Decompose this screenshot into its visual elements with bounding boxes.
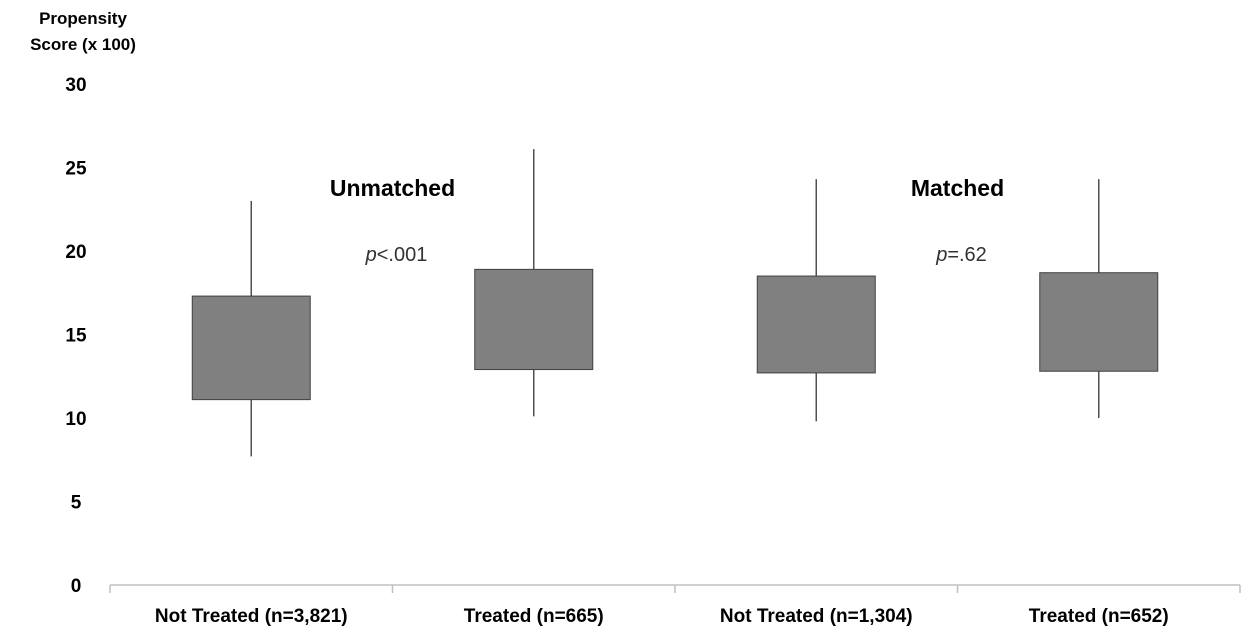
group-title-label: Unmatched bbox=[330, 175, 455, 201]
y-tick-label: 30 bbox=[65, 75, 86, 96]
x-category-label: Not Treated (n=3,821) bbox=[155, 606, 348, 627]
box-series bbox=[191, 149, 1159, 457]
iqr-box bbox=[1039, 272, 1159, 372]
x-category-label: Treated (n=665) bbox=[464, 606, 604, 627]
p-value-text: =.62 bbox=[947, 244, 986, 266]
y-tick-label: 0 bbox=[71, 576, 82, 597]
x-category-label: Not Treated (n=1,304) bbox=[720, 606, 913, 627]
y-axis-label-line-1: Propensity bbox=[39, 9, 127, 28]
iqr-box bbox=[474, 268, 594, 371]
y-tick-label: 10 bbox=[65, 409, 86, 430]
p-value-prefix: p bbox=[365, 244, 377, 266]
p-value-text: <.001 bbox=[377, 244, 428, 266]
y-axis-ticks: 0 5 10 15 20 25 30 bbox=[65, 75, 87, 597]
y-axis-label-line-2: Score (x 100) bbox=[30, 35, 136, 54]
x-axis bbox=[109, 584, 1241, 593]
x-axis-categories: Not Treated (n=3,821) Treated (n=665) Not … bbox=[155, 606, 1169, 627]
y-tick-label: 25 bbox=[65, 159, 87, 180]
y-tick-label: 5 bbox=[71, 493, 82, 514]
p-value-prefix: p bbox=[935, 244, 947, 266]
p-value-label: p<.001 bbox=[365, 244, 428, 266]
iqr-box bbox=[756, 275, 876, 374]
iqr-box bbox=[191, 295, 311, 401]
group-title-label: Matched bbox=[911, 175, 1004, 201]
x-category-label: Treated (n=652) bbox=[1029, 606, 1169, 627]
p-value-label: p=.62 bbox=[935, 244, 987, 266]
y-tick-label: 20 bbox=[65, 242, 86, 263]
y-tick-label: 15 bbox=[65, 326, 87, 347]
